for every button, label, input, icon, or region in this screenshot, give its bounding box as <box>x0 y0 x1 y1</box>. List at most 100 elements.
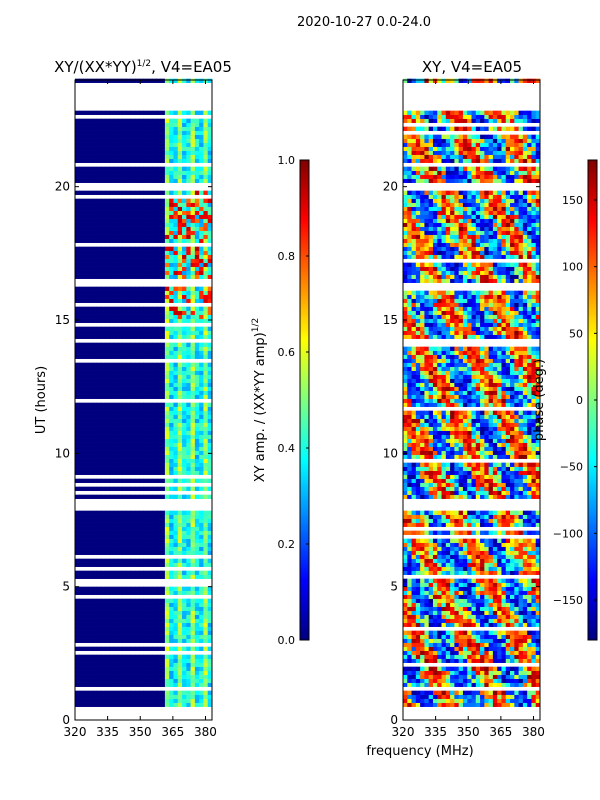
heatmap-row <box>75 382 213 387</box>
heatmap-row <box>403 278 541 283</box>
heatmap-row <box>403 682 541 687</box>
x-tick-label: 350 <box>129 725 152 739</box>
heatmap-row <box>75 658 213 663</box>
heatmap-row <box>75 390 213 395</box>
phase-panel: XY, V4=EA05 320 335 350 365 380 0 5 10 15 20 <box>383 58 545 739</box>
heatmap-row <box>403 634 541 639</box>
phase-panel-title: XY, V4=EA05 <box>422 58 522 76</box>
heatmap-row <box>403 510 541 515</box>
heatmap-row <box>403 530 541 535</box>
heatmap-row <box>403 326 541 331</box>
heatmap-row <box>75 406 213 411</box>
heatmap-row <box>75 202 213 207</box>
heatmap-row <box>75 634 213 639</box>
x-tick-label: 335 <box>96 725 119 739</box>
heatmap-row <box>403 578 541 583</box>
heatmap-row <box>403 218 541 223</box>
heatmap-row <box>403 630 541 635</box>
heatmap-row <box>403 118 541 123</box>
heatmap-row <box>403 154 541 159</box>
heatmap-row <box>403 234 541 239</box>
heatmap-row <box>75 618 213 623</box>
heatmap-row <box>403 382 541 387</box>
heatmap-row <box>75 654 213 659</box>
heatmap-row <box>403 230 541 235</box>
heatmap-row <box>75 626 213 631</box>
heatmap-row <box>403 386 541 391</box>
x-tick-label: 380 <box>194 725 217 739</box>
heatmap-row <box>75 698 213 703</box>
heatmap-row <box>403 698 541 703</box>
heatmap-row <box>403 618 541 623</box>
heatmap-row <box>75 126 213 131</box>
heatmap-row <box>403 178 541 183</box>
heatmap-row <box>403 638 541 643</box>
heatmap-row <box>403 270 541 275</box>
heatmap-row <box>75 262 213 267</box>
heatmap-row <box>403 318 541 323</box>
heatmap-row <box>403 314 541 319</box>
heatmap-row <box>75 694 213 699</box>
heatmap-row <box>75 222 213 227</box>
x-tick-label: 380 <box>522 725 545 739</box>
colorbar-tick-label: 0.8 <box>278 250 296 263</box>
y-tick-label: 5 <box>62 580 70 594</box>
heatmap-row <box>75 362 213 367</box>
amp-colorbar-gradient <box>299 159 310 641</box>
heatmap-row <box>403 206 541 211</box>
heatmap-row <box>75 570 213 575</box>
heatmap-row <box>403 514 541 519</box>
heatmap-row <box>403 402 541 407</box>
heatmap-row <box>403 226 541 231</box>
x-tick-label: 350 <box>457 725 480 739</box>
heatmap-row <box>403 562 541 567</box>
heatmap-row <box>403 150 541 155</box>
heatmap-row <box>403 550 541 555</box>
heatmap-row <box>75 138 213 143</box>
heatmap-row <box>403 582 541 587</box>
heatmap-row <box>403 522 541 527</box>
heatmap-row <box>75 434 213 439</box>
heatmap-row <box>75 466 213 471</box>
heatmap-row <box>403 334 541 339</box>
heatmap-row <box>403 330 541 335</box>
heatmap-row <box>75 518 213 523</box>
heatmap-row <box>403 418 541 423</box>
heatmap-row <box>403 210 541 215</box>
heatmap-row <box>403 486 541 491</box>
heatmap-row <box>403 126 541 131</box>
heatmap-row <box>403 422 541 427</box>
heatmap-row <box>403 646 541 651</box>
x-tick-label: 320 <box>64 725 87 739</box>
heatmap-row <box>403 558 541 563</box>
heatmap-row <box>403 570 541 575</box>
colorbar-tick-label: −100 <box>553 527 583 540</box>
heatmap-row <box>403 654 541 659</box>
heatmap-row <box>403 466 541 471</box>
heatmap-row <box>403 362 541 367</box>
heatmap-row <box>75 374 213 379</box>
heatmap-row <box>403 294 541 299</box>
heatmap-row <box>75 586 213 591</box>
heatmap-row <box>75 602 213 607</box>
heatmap-row <box>75 166 213 171</box>
heatmap-row <box>75 366 213 371</box>
heatmap-row <box>403 554 541 559</box>
amp-panel-title: XY/(XX*YY)1/2, V4=EA05 <box>54 58 232 76</box>
heatmap-row <box>75 674 213 679</box>
heatmap-row <box>75 258 213 263</box>
heatmap-row <box>75 370 213 375</box>
heatmap-row <box>75 318 213 323</box>
heatmap-row <box>403 598 541 603</box>
heatmap-row <box>75 458 213 463</box>
heatmap-row <box>403 242 541 247</box>
heatmap-row <box>403 306 541 311</box>
heatmap-row <box>403 78 541 83</box>
amp-heatmap <box>75 78 213 707</box>
y-tick-label: 15 <box>383 313 398 327</box>
heatmap-row <box>75 218 213 223</box>
heatmap-row <box>403 410 541 415</box>
heatmap-row <box>75 646 213 651</box>
colorbar-tick-label: −150 <box>553 594 583 607</box>
heatmap-row <box>403 690 541 695</box>
